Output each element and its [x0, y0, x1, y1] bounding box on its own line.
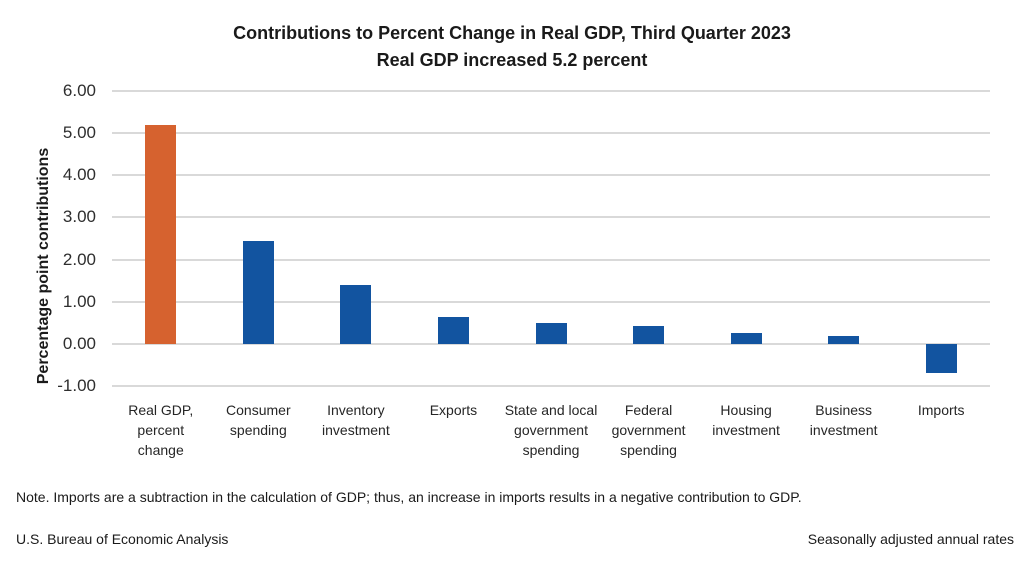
x-axis-label: Imports	[917, 402, 965, 418]
y-axis-tick-label: 5.00	[62, 123, 96, 143]
x-axis-label: Real GDP, percent change	[128, 402, 194, 458]
y-axis-tick-label: 4.00	[62, 165, 96, 185]
chart-note: Note. Imports are a subtraction in the c…	[16, 489, 802, 505]
bar	[828, 336, 860, 344]
gridline	[112, 385, 990, 387]
x-axis-label: Exports	[429, 402, 478, 418]
bar	[242, 241, 274, 344]
y-axis-tick-label: 1.00	[62, 291, 96, 311]
y-axis-tick-label: 6.00	[62, 81, 96, 100]
bar	[145, 124, 177, 344]
x-axis-label: State and local government spending	[504, 402, 598, 458]
y-axis-tick-label: 2.00	[62, 249, 96, 269]
y-axis-tick-label: -1.00	[57, 376, 96, 395]
y-axis-tick-label: 3.00	[62, 207, 96, 227]
gridline	[112, 90, 990, 92]
chart-title-line1: Contributions to Percent Change in Real …	[233, 23, 791, 43]
bar	[535, 322, 567, 344]
x-axis-label: Business investment	[809, 402, 878, 438]
bar	[730, 333, 762, 344]
gridline	[112, 258, 990, 261]
gridline	[112, 132, 990, 135]
source-attribution: U.S. Bureau of Economic Analysis	[16, 531, 229, 547]
x-axis-label: Housing investment	[712, 402, 780, 438]
y-axis-tick-label: 0.00	[62, 333, 96, 353]
x-axis-label: Inventory investment	[322, 402, 390, 438]
bar	[437, 317, 469, 344]
gridline	[112, 342, 990, 345]
gridline	[112, 300, 990, 303]
chart-title-line2: Real GDP increased 5.2 percent	[376, 50, 648, 70]
x-axis-label: Consumer spending	[226, 402, 291, 438]
gridline	[112, 216, 990, 219]
chart-title: Contributions to Percent Change in Real …	[0, 20, 1024, 74]
bar	[925, 343, 957, 374]
gridline	[112, 174, 990, 177]
bar	[633, 325, 665, 344]
bar	[340, 284, 372, 344]
x-axis-label: Federal government spending	[611, 402, 686, 458]
adjustment-label: Seasonally adjusted annual rates	[807, 531, 1014, 547]
